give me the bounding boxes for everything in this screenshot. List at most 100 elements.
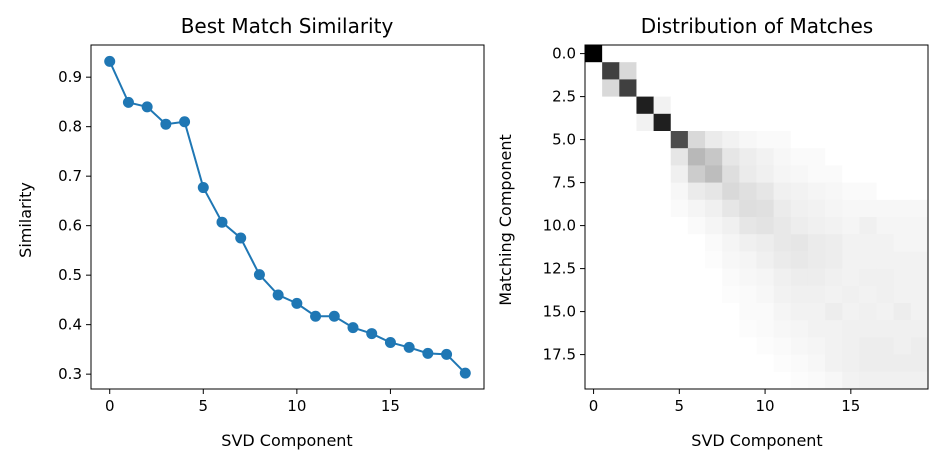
heatmap-cell [722, 268, 740, 287]
heatmap-cell [859, 251, 877, 269]
heatmap-cell [773, 131, 792, 149]
heatmap-cell [619, 303, 637, 321]
heatmap-cell [619, 79, 637, 97]
heatmap-cell [619, 234, 637, 252]
heatmap-cell [636, 79, 654, 97]
heatmap-cell [876, 285, 895, 304]
heatmap-cell [585, 148, 603, 166]
heatmap-cell [670, 62, 689, 80]
heatmap-cell [773, 113, 792, 132]
heatmap-cell [687, 131, 706, 149]
heatmap-cell [705, 165, 723, 183]
heatmap-cell [756, 131, 775, 149]
heatmap-cell [739, 303, 757, 321]
left-y-tick-label: 0.9 [58, 68, 82, 86]
heatmap-cell [636, 113, 654, 132]
heatmap-cell [619, 217, 637, 235]
heatmap-cell [602, 45, 620, 63]
heatmap-cell [653, 354, 672, 373]
matches-heatmap-chart: Distribution of Matches SVD Component Ma… [496, 14, 929, 450]
heatmap-cell [842, 131, 860, 149]
heatmap-cell [825, 182, 843, 201]
similarity-series [104, 55, 471, 379]
heatmap-cell [653, 148, 672, 166]
heatmap-cell [893, 45, 912, 63]
heatmap-cell [756, 62, 775, 80]
heatmap-cell [893, 234, 912, 252]
heatmap-cell [807, 165, 826, 183]
heatmap-cell [653, 62, 672, 80]
heatmap-cell [893, 303, 912, 321]
left-x-tick-label: 5 [199, 397, 209, 415]
heatmap-cell [722, 79, 740, 97]
heatmap-cell [585, 199, 603, 218]
heatmap-cell [722, 45, 740, 63]
right-y-tick-label: 10.0 [543, 217, 576, 235]
heatmap-cell [739, 131, 757, 149]
heatmap-cell [876, 268, 895, 287]
heatmap-cell [825, 131, 843, 149]
heatmap-cell [585, 165, 603, 183]
heatmap-cell [653, 79, 672, 97]
heatmap-cell [876, 337, 895, 355]
heatmap-cell [807, 337, 826, 355]
heatmap-cell [910, 303, 929, 321]
similarity-point [104, 55, 116, 67]
heatmap-cell [842, 217, 860, 235]
heatmap-cell [705, 96, 723, 115]
heatmap-cell [773, 96, 792, 115]
heatmap-cell [859, 148, 877, 166]
heatmap-cell [739, 199, 757, 218]
similarity-point [235, 232, 247, 244]
left-y-tick-label: 0.3 [58, 365, 82, 383]
heatmap-cell [876, 199, 895, 218]
heatmap-cell [790, 234, 809, 252]
heatmap-cell [687, 113, 706, 132]
similarity-point [291, 297, 303, 309]
heatmap-cell [825, 268, 843, 287]
heatmap-cells [585, 45, 929, 390]
heatmap-cell [653, 234, 672, 252]
heatmap-cell [842, 337, 860, 355]
left-x-tick-label: 10 [287, 397, 306, 415]
similarity-point [384, 336, 396, 348]
heatmap-cell [859, 62, 877, 80]
similarity-point [310, 310, 322, 322]
heatmap-cell [893, 62, 912, 80]
heatmap-cell [807, 62, 826, 80]
heatmap-cell [602, 234, 620, 252]
heatmap-cell [585, 182, 603, 201]
heatmap-cell [893, 337, 912, 355]
heatmap-cell [585, 45, 603, 63]
heatmap-cell [619, 285, 637, 304]
heatmap-cell [859, 285, 877, 304]
similarity-point [422, 347, 434, 359]
heatmap-cell [790, 96, 809, 115]
heatmap-cell [636, 199, 654, 218]
heatmap-cell [773, 148, 792, 166]
heatmap-cell [807, 268, 826, 287]
heatmap-cell [670, 45, 689, 63]
heatmap-cell [687, 96, 706, 115]
heatmap-cell [859, 217, 877, 235]
heatmap-cell [636, 131, 654, 149]
heatmap-cell [807, 148, 826, 166]
heatmap-cell [602, 96, 620, 115]
right-plot-frame [584, 44, 929, 390]
heatmap-cell [876, 303, 895, 321]
heatmap-cell [739, 268, 757, 287]
right-chart-title: Distribution of Matches [641, 14, 873, 38]
heatmap-cell [807, 320, 826, 338]
heatmap-cell [722, 199, 740, 218]
right-x-axis-label: SVD Component [691, 431, 822, 450]
heatmap-cell [773, 217, 792, 235]
heatmap-cell [705, 285, 723, 304]
heatmap-cell [842, 371, 860, 390]
heatmap-cell [653, 199, 672, 218]
heatmap-cell [670, 371, 689, 390]
heatmap-cell [842, 268, 860, 287]
heatmap-cell [910, 268, 929, 287]
heatmap-cell [825, 217, 843, 235]
heatmap-cell [876, 96, 895, 115]
